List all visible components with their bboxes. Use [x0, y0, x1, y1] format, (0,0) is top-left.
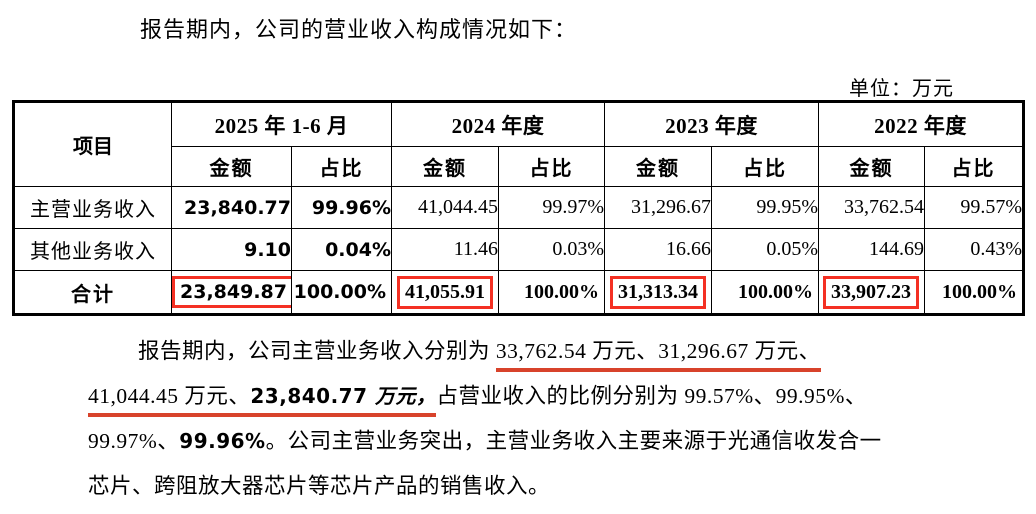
cell-ratio-2022: 100.00%: [924, 270, 1024, 315]
subheader-ratio: 占比: [498, 146, 605, 187]
cell-ratio-2023: 99.95%: [711, 186, 819, 229]
row-label: 其他业务收入: [13, 228, 172, 271]
cell-ratio-2024: 100.00%: [498, 270, 605, 315]
text-segment: 99.97%、: [88, 429, 180, 453]
paragraph-line: 99.97%、99.96%。公司主营业务突出，主营业务收入主要来源于光通信收发合…: [88, 424, 968, 469]
unit-label: 单位：万元: [849, 78, 954, 100]
cell-amount-2025: 23,849.87: [171, 270, 292, 315]
col-header-period-2022: 2022 年度: [818, 101, 1024, 147]
cell-amount-2022: 33,762.54: [818, 186, 925, 229]
underlined-text: 41,044.45 万元、: [88, 384, 251, 417]
highlight-box: 23,849.87: [172, 276, 291, 308]
cell-ratio-2024: 99.97%: [498, 186, 605, 229]
underlined-bold-italic-text: 万元，: [374, 384, 437, 417]
table-header-subcolumns: 金额 占比 金额 占比 金额 占比 金额 占比: [14, 146, 1024, 187]
subheader-amount: 金额: [391, 146, 499, 187]
row-label: 主营业务收入: [13, 186, 172, 229]
subheader-amount: 金额: [604, 146, 712, 187]
cell-amount-2022: 33,907.23: [818, 270, 925, 315]
table-row-main-business: 主营业务收入 23,840.77 99.96% 41,044.45 99.97%…: [13, 186, 1024, 229]
paragraph-line: 报告期内，公司主营业务收入分别为 33,762.54 万元、31,296.67 …: [88, 334, 968, 379]
revenue-composition-table: 项目 2025 年 1-6 月 2024 年度 2023 年度 2022 年度 …: [12, 100, 1025, 316]
col-header-period-2024: 2024 年度: [391, 101, 605, 147]
cell-ratio-2025: 99.96%: [291, 186, 392, 229]
bold-text: 99.96%: [179, 429, 266, 453]
table-row-other-business: 其他业务收入 9.10 0.04% 11.46 0.03% 16.66 0.05…: [13, 228, 1024, 271]
text-segment: 占营业收入的比例分别为 99.57%、99.95%、: [436, 384, 867, 408]
highlight-box: 41,055.91: [397, 275, 493, 309]
text-segment: 报告期内，公司主营业务收入分别为: [138, 339, 496, 363]
cell-ratio-2025: 100.00%: [291, 270, 392, 315]
cell-amount-2024: 41,055.91: [391, 270, 499, 315]
paragraph-line: 41,044.45 万元、23,840.77 万元，占营业收入的比例分别为 99…: [88, 379, 968, 424]
cell-ratio-2022: 99.57%: [924, 186, 1024, 229]
highlight-box: 33,907.23: [823, 275, 919, 309]
col-header-item: 项目: [13, 101, 172, 187]
subheader-ratio: 占比: [291, 146, 392, 187]
subheader-amount: 金额: [818, 146, 925, 187]
col-header-period-2025: 2025 年 1-6 月: [171, 101, 392, 147]
cell-amount-2023: 16.66: [604, 228, 712, 271]
analysis-paragraph: 报告期内，公司主营业务收入分别为 33,762.54 万元、31,296.67 …: [88, 334, 968, 514]
subheader-ratio: 占比: [924, 146, 1024, 187]
cell-ratio-2024: 0.03%: [498, 228, 605, 271]
table-header-periods: 项目 2025 年 1-6 月 2024 年度 2023 年度 2022 年度: [13, 101, 1024, 187]
cell-amount-2023: 31,296.67: [604, 186, 712, 229]
cell-ratio-2022: 0.43%: [924, 228, 1024, 271]
table-row-total: 合计 23,849.87 100.00% 41,055.91 100.00% 3…: [13, 270, 1024, 315]
cell-amount-2024: 41,044.45: [391, 186, 499, 229]
underlined-text: 33,762.54 万元、31,296.67 万元、: [495, 339, 821, 372]
cell-amount-2025: 9.10: [171, 228, 292, 271]
text-segment: 芯片、跨阻放大器芯片等芯片产品的销售收入。: [88, 474, 551, 498]
cell-ratio-2025: 0.04%: [291, 228, 392, 271]
cell-ratio-2023: 0.05%: [711, 228, 819, 271]
col-header-period-2023: 2023 年度: [604, 101, 819, 147]
cell-amount-2025: 23,840.77: [171, 186, 292, 229]
subheader-amount: 金额: [171, 146, 292, 187]
cell-amount-2022: 144.69: [818, 228, 925, 271]
cell-amount-2023: 31,313.34: [604, 270, 712, 315]
cell-ratio-2023: 100.00%: [711, 270, 819, 315]
row-label: 合计: [13, 270, 172, 315]
subheader-ratio: 占比: [711, 146, 819, 187]
text-segment: 。公司主营业务突出，主营业务收入主要来源于光通信收发合一: [265, 429, 882, 453]
intro-paragraph: 报告期内，公司的营业收入构成情况如下：: [140, 17, 578, 42]
paragraph-line: 芯片、跨阻放大器芯片等芯片产品的销售收入。: [88, 469, 968, 514]
highlight-box: 31,313.34: [610, 275, 706, 309]
underlined-bold-text: 23,840.77: [250, 384, 375, 417]
cell-amount-2024: 11.46: [391, 228, 499, 271]
